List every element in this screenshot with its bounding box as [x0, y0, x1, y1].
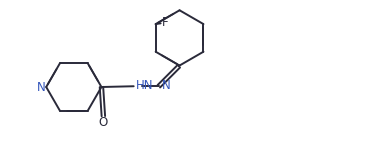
- Text: N: N: [162, 79, 170, 92]
- Text: HN: HN: [136, 79, 153, 92]
- Text: N: N: [37, 80, 46, 93]
- Text: O: O: [99, 116, 108, 129]
- Text: F: F: [162, 16, 168, 29]
